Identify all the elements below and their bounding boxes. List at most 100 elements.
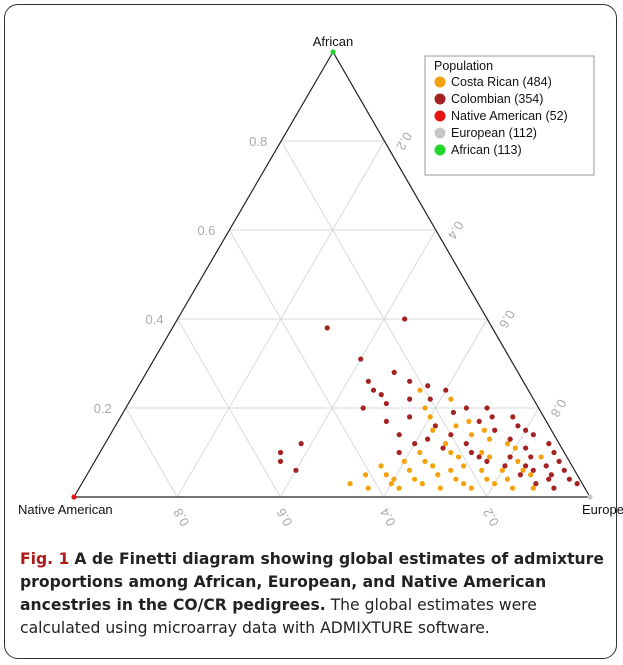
tick-label-african: 0.6 <box>197 223 215 238</box>
data-point <box>437 485 443 491</box>
legend-swatch <box>434 127 446 139</box>
data-point <box>427 414 433 420</box>
data-point <box>476 418 482 424</box>
data-point <box>406 414 413 420</box>
data-point <box>489 414 495 420</box>
data-point <box>401 458 407 464</box>
data-point <box>277 449 284 456</box>
data-point <box>484 476 490 482</box>
grid-line <box>125 407 178 498</box>
data-point <box>424 436 431 442</box>
data-point <box>443 441 449 447</box>
tick-label-european: 0.8 <box>547 397 569 420</box>
data-point <box>330 49 336 55</box>
legend-swatch <box>434 76 446 88</box>
data-point <box>440 445 446 451</box>
vertex-label-right: European <box>582 502 623 517</box>
grid-line <box>177 318 281 498</box>
ternary-grid <box>125 140 540 498</box>
data-point <box>530 485 536 491</box>
triangle-outline <box>72 50 592 498</box>
legend-entry-label: African (113) <box>451 143 522 157</box>
data-point <box>448 467 454 473</box>
data-point <box>543 463 549 469</box>
data-point <box>468 485 474 491</box>
data-point <box>430 463 436 469</box>
ternary-triangle <box>72 50 592 498</box>
data-point <box>510 414 516 420</box>
data-point <box>551 485 557 491</box>
data-point <box>548 472 554 478</box>
data-point <box>383 400 389 407</box>
data-point <box>463 405 469 411</box>
data-point <box>504 441 511 447</box>
data-point <box>468 449 475 456</box>
data-point <box>461 481 467 487</box>
data-point <box>362 472 369 478</box>
data-point <box>378 392 384 398</box>
legend-swatch <box>434 110 446 122</box>
data-point <box>479 467 485 473</box>
data-points <box>71 49 593 500</box>
data-point <box>298 441 304 447</box>
data-point <box>391 476 397 482</box>
data-point <box>561 467 567 473</box>
data-point <box>507 454 513 460</box>
legend-entry-label: Colombian (354) <box>451 92 543 106</box>
data-point <box>522 463 529 469</box>
data-point <box>512 445 518 451</box>
data-point <box>530 432 536 438</box>
data-point <box>546 476 552 482</box>
data-point <box>486 454 493 460</box>
data-point <box>71 494 77 500</box>
data-point <box>365 378 371 384</box>
data-point <box>448 432 454 438</box>
data-point <box>448 396 454 402</box>
data-point <box>574 481 580 487</box>
tick-label-african: 0.2 <box>94 401 112 416</box>
data-point <box>528 472 534 478</box>
data-point <box>370 387 377 393</box>
data-point <box>523 445 529 451</box>
data-point <box>510 485 516 491</box>
data-point <box>425 383 431 389</box>
data-point <box>515 458 521 464</box>
data-point <box>484 458 490 464</box>
data-point <box>450 409 457 416</box>
data-point <box>528 454 534 460</box>
data-point <box>402 316 408 322</box>
grid-line <box>279 229 437 498</box>
data-point <box>412 441 418 447</box>
data-point <box>448 449 454 456</box>
data-point <box>520 467 526 473</box>
data-point <box>533 481 539 487</box>
data-point <box>417 449 423 456</box>
data-point <box>417 387 423 393</box>
data-point <box>347 481 353 487</box>
tick-label-european: 0.4 <box>445 219 467 242</box>
grid-line <box>383 318 488 498</box>
legend-swatch <box>434 144 446 156</box>
data-point <box>427 396 433 402</box>
vertex-label-left: Native American <box>18 502 113 517</box>
tick-label-african: 0.8 <box>249 134 267 149</box>
data-point <box>293 467 299 473</box>
tick-label-native-american: 0.6 <box>273 506 295 529</box>
data-point <box>479 449 485 456</box>
legend: Population Costa Rican (484) Colombian (3… <box>424 55 595 176</box>
data-point <box>507 436 513 442</box>
data-point <box>486 436 493 442</box>
data-point <box>407 396 413 402</box>
data-point <box>484 405 490 411</box>
data-point <box>396 432 402 438</box>
data-point <box>556 458 562 464</box>
data-point <box>515 423 521 429</box>
data-point <box>455 454 462 460</box>
data-point <box>406 467 413 473</box>
data-point <box>466 418 472 424</box>
data-point <box>587 494 593 500</box>
data-point <box>546 441 552 447</box>
data-point <box>430 427 436 433</box>
data-point <box>481 427 487 433</box>
data-point <box>530 467 536 473</box>
